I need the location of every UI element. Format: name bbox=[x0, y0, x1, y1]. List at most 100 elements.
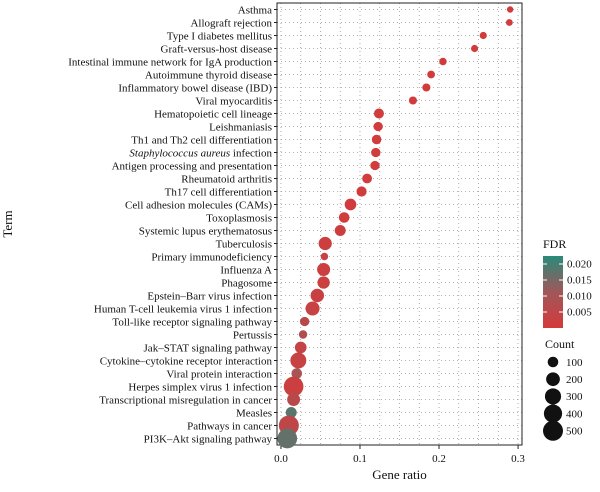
term-label: Tuberculosis bbox=[216, 238, 272, 250]
data-point bbox=[479, 31, 487, 40]
term-label: Measles bbox=[236, 407, 272, 419]
fdr-legend-title: FDR bbox=[543, 237, 566, 251]
term-label-text: Type I diabetes mellitus bbox=[167, 30, 272, 42]
y-axis-title: Term bbox=[0, 210, 15, 237]
term-label: Asthma bbox=[238, 4, 272, 16]
term-label: PI3K–Akt signaling pathway bbox=[144, 433, 273, 445]
term-label: Toll-like receptor signaling pathway bbox=[112, 316, 272, 328]
term-label-text: Jak–STAT signaling pathway bbox=[144, 342, 273, 354]
plot-panel-border bbox=[276, 2, 523, 446]
data-point bbox=[427, 70, 436, 79]
term-label-text: Pertussis bbox=[233, 329, 272, 341]
term-label-text: Leishmaniasis bbox=[209, 121, 272, 133]
y-axis-ticks bbox=[274, 9, 277, 439]
data-point bbox=[285, 407, 297, 418]
term-label: Primary immunodeficiency bbox=[151, 251, 272, 263]
data-point bbox=[362, 173, 372, 184]
term-label: Transcriptional misregulation in cancer bbox=[99, 394, 272, 406]
data-point bbox=[470, 44, 479, 53]
count-legend-dot bbox=[543, 404, 563, 423]
data-point bbox=[373, 108, 384, 119]
count-legend-dot bbox=[546, 372, 560, 387]
term-label: Systemic lupus erythematosus bbox=[139, 225, 272, 237]
data-point bbox=[310, 288, 325, 303]
term-label: Allograft rejection bbox=[190, 17, 272, 29]
data-point bbox=[317, 262, 331, 277]
data-point bbox=[344, 198, 357, 211]
data-point bbox=[305, 301, 320, 316]
data-point bbox=[371, 134, 382, 145]
colorbar-tick-label: 0.020 bbox=[567, 259, 592, 271]
count-legend-dot bbox=[544, 388, 562, 405]
term-label-text: Phagosome bbox=[221, 277, 272, 289]
colorbar-tick-label: 0.005 bbox=[567, 307, 592, 319]
term-label-text: Autoimmune thyroid disease bbox=[145, 69, 272, 81]
term-label-text: Th17 cell differentiation bbox=[165, 186, 273, 198]
term-label: Jak–STAT signaling pathway bbox=[144, 342, 273, 354]
term-label: Hematopoietic cell lineage bbox=[154, 108, 272, 120]
data-point bbox=[422, 83, 431, 92]
count-legend-title: Count bbox=[545, 337, 575, 351]
x-axis-ticks: 0.0 0.1 0.2 0.3 bbox=[274, 445, 525, 465]
term-label-text: Pathways in cancer bbox=[187, 420, 272, 432]
term-label: Leishmaniasis bbox=[209, 121, 272, 133]
term-label: Viral protein interaction bbox=[166, 368, 272, 380]
data-point bbox=[318, 236, 332, 251]
term-label: Graft-versus-host disease bbox=[161, 43, 273, 55]
term-label: Intestinal immune network for IgA produc… bbox=[68, 56, 272, 68]
data-point bbox=[294, 341, 307, 354]
term-label: Antigen processing and presentation bbox=[112, 160, 273, 172]
term-label-text: Antigen processing and presentation bbox=[112, 160, 273, 172]
term-label: Influenza A bbox=[220, 264, 272, 276]
data-point bbox=[373, 121, 383, 132]
term-label-text: Tuberculosis bbox=[216, 238, 272, 250]
term-label-text: Asthma bbox=[238, 4, 272, 16]
colorbar-tick-label: 0.015 bbox=[567, 275, 592, 287]
data-point bbox=[439, 57, 447, 66]
data-point bbox=[283, 376, 304, 397]
count-legend-label: 400 bbox=[566, 408, 583, 420]
data-point bbox=[277, 428, 298, 449]
term-label: Th1 and Th2 cell differentiation bbox=[131, 134, 272, 146]
term-label-text: Graft-versus-host disease bbox=[161, 43, 273, 55]
count-legend-label: 300 bbox=[566, 391, 583, 403]
count-legend-label: 500 bbox=[566, 426, 583, 438]
data-point bbox=[287, 393, 301, 406]
term-label: Rheumatoid arthritis bbox=[181, 173, 272, 185]
fdr-colorbar bbox=[543, 256, 563, 328]
term-label: Autoimmune thyroid disease bbox=[145, 69, 272, 81]
data-point bbox=[338, 212, 350, 223]
term-label: Human T-cell leukemia virus 1 infection bbox=[94, 303, 273, 315]
term-label: Viral myocarditis bbox=[195, 95, 272, 107]
term-label-text: Viral myocarditis bbox=[195, 95, 272, 107]
data-point bbox=[299, 316, 310, 327]
term-label: Pathways in cancer bbox=[187, 420, 272, 432]
count-legend-dot bbox=[543, 420, 563, 441]
data-point bbox=[370, 160, 380, 171]
term-label: Toxoplasmosis bbox=[206, 212, 272, 224]
term-label-text: Cytokine–cytokine receptor interaction bbox=[100, 355, 273, 367]
x-tick-label: 0.2 bbox=[432, 453, 446, 465]
term-label: Epstein–Barr virus infection bbox=[147, 290, 272, 302]
data-point bbox=[317, 276, 330, 289]
term-label: Cytokine–cytokine receptor interaction bbox=[100, 355, 273, 367]
term-label-text: Viral protein interaction bbox=[166, 368, 272, 380]
term-label: Phagosome bbox=[221, 277, 272, 289]
count-legend-label: 100 bbox=[566, 357, 583, 369]
term-label: Cell adhesion molecules (CAMs) bbox=[125, 199, 272, 211]
term-label-text: PI3K–Akt signaling pathway bbox=[144, 433, 273, 445]
x-axis-title: Gene ratio bbox=[372, 467, 427, 482]
term-label-text: Hematopoietic cell lineage bbox=[154, 108, 272, 120]
term-label-text: Systemic lupus erythematosus bbox=[139, 225, 272, 237]
data-point bbox=[298, 330, 308, 339]
data-point bbox=[371, 147, 381, 158]
data-point bbox=[320, 252, 329, 261]
term-label-italic: Staphylococcus aureus bbox=[129, 147, 230, 159]
term-label: Pertussis bbox=[233, 329, 272, 341]
term-label-text: Toll-like receptor signaling pathway bbox=[112, 316, 272, 328]
count-size-legend: Count 100 200 300 400 500 bbox=[543, 337, 583, 441]
data-point bbox=[506, 6, 514, 13]
